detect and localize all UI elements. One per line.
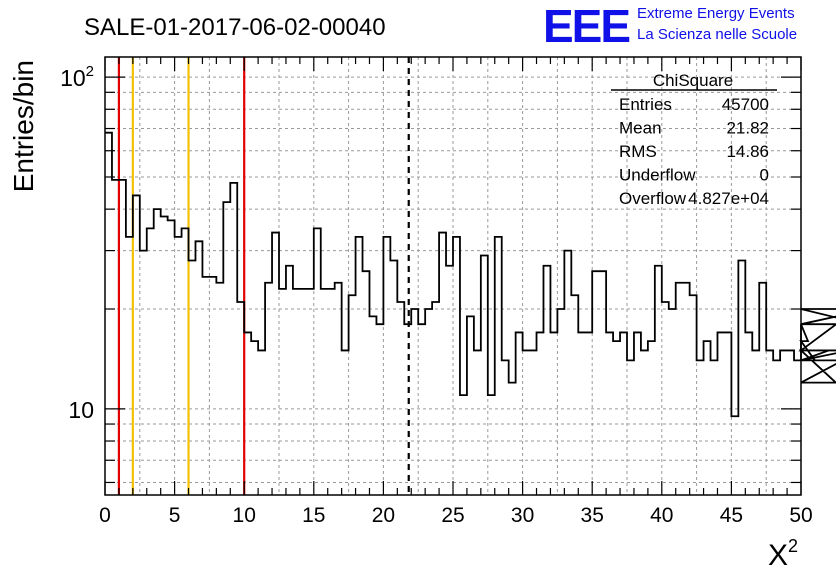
x-tick-label: 40 xyxy=(650,504,673,527)
x-tick-label: 45 xyxy=(720,504,743,527)
x-tick-label: 5 xyxy=(169,504,181,527)
eee-logo-mark: EEE xyxy=(543,0,629,52)
reference-lines xyxy=(117,57,410,495)
eee-logo-line2: La Scienza nelle Scuole xyxy=(637,26,797,43)
x-tick-label: 15 xyxy=(302,504,325,527)
histogram-layer xyxy=(105,131,836,418)
y-tick-label: 10 xyxy=(68,397,94,423)
x-axis-title-sup: 2 xyxy=(788,536,798,556)
x-axis-title-base: X xyxy=(768,539,788,572)
y-tick-label-base: 10 xyxy=(68,397,94,423)
stats-row-value: 14.86 xyxy=(726,142,769,161)
stats-row-value: 21.82 xyxy=(726,119,769,138)
stats-name: ChiSquare xyxy=(653,71,733,90)
x-axis-title: X2 xyxy=(768,536,798,572)
x-tick-label: 10 xyxy=(233,504,256,527)
x-tick-label: 25 xyxy=(441,504,464,527)
stats-rows: Entries 45700 Mean 21.82 RMS 14.86 Underflow 0 O… xyxy=(619,95,769,208)
stats-row-label: Overflow xyxy=(619,189,687,208)
stats-row-label: Mean xyxy=(619,119,662,138)
y-tick-label-exponent: 2 xyxy=(86,63,94,80)
stats-box: ChiSquare Entries 45700 Mean 21.82 RMS 14.86 U… xyxy=(611,71,777,208)
stats-row-value: 45700 xyxy=(722,95,769,114)
y-tick-label: 102 xyxy=(60,63,94,91)
stats-row-value: 0 xyxy=(760,166,769,185)
eee-logo: EEE Extreme Energy Events La Scienza nel… xyxy=(543,0,797,52)
eee-logo-line1: Extreme Energy Events xyxy=(637,5,795,22)
chart-title: SALE-01-2017-06-02-00040 xyxy=(84,14,386,41)
stats-row-label: RMS xyxy=(619,142,657,161)
x-tick-label: 0 xyxy=(99,504,111,527)
histogram-series xyxy=(105,131,836,418)
x-tick-label: 35 xyxy=(581,504,604,527)
stats-row-label: Underflow xyxy=(619,166,696,185)
y-tick-label-base: 10 xyxy=(60,65,86,91)
x-tick-label: 30 xyxy=(511,504,534,527)
x-tick-label: 20 xyxy=(372,504,395,527)
y-axis-title: Entries/bin xyxy=(8,60,39,192)
stats-row-value: 4.827e+04 xyxy=(688,189,769,208)
x-tick-label: 50 xyxy=(789,504,812,527)
stats-row-label: Entries xyxy=(619,95,672,114)
